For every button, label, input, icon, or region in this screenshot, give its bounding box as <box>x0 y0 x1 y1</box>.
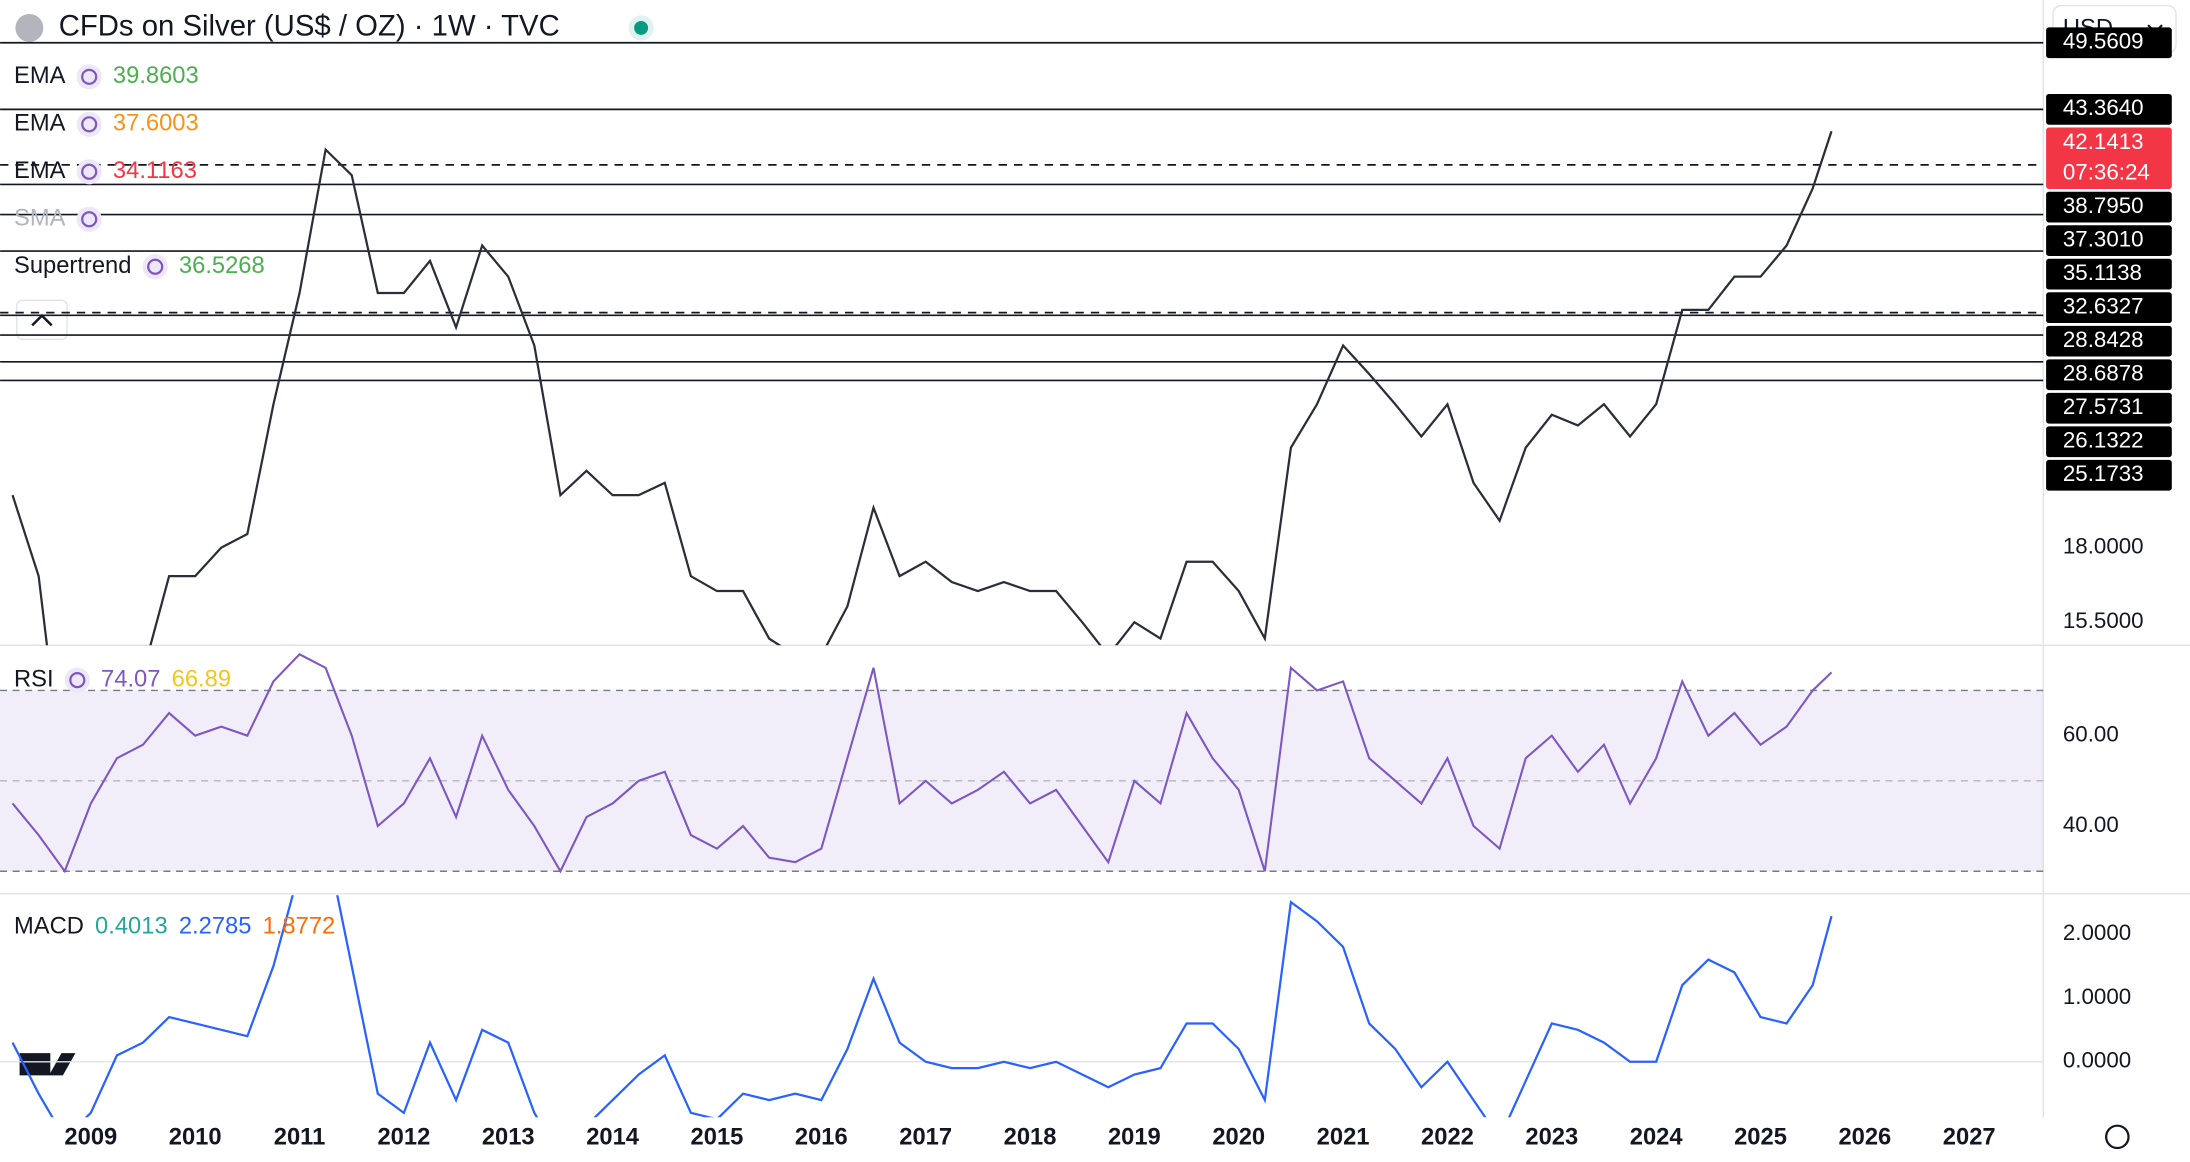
price-level-box <box>2046 392 2172 424</box>
price-level-box <box>2046 191 2172 223</box>
last-price-box <box>2046 127 2172 189</box>
legend-value: 36.5268 <box>179 253 265 279</box>
price-level-label: 43.3640 <box>2063 95 2144 120</box>
rsi-tick-label: 40.00 <box>2063 812 2119 837</box>
indicator-icon <box>76 111 102 137</box>
countdown: 07:36:24 <box>2063 160 2150 185</box>
price-level-box <box>2046 27 2172 59</box>
x-tick-label: 2015 <box>691 1125 744 1151</box>
x-tick-label: 2016 <box>795 1125 848 1151</box>
rsi-pane <box>0 652 2044 874</box>
collapse-button[interactable] <box>16 299 68 341</box>
legend-value: 34.1163 <box>113 158 197 184</box>
x-tick-label: 2014 <box>586 1125 640 1151</box>
indicator-icon-ring <box>147 258 164 275</box>
settings-icon[interactable] <box>2105 1124 2130 1150</box>
price-level-label: 37.3010 <box>2063 227 2144 252</box>
rsi-tick-label: 60.00 <box>2063 722 2119 747</box>
x-tick-label: 2009 <box>64 1125 117 1151</box>
rsi-line <box>11 652 1833 874</box>
legend-name: SMA <box>14 206 66 232</box>
price-level-label: 42.1413 <box>2063 129 2144 154</box>
macd-line <box>11 895 1833 1118</box>
rsi-ma-value: 66.89 <box>172 666 231 692</box>
logo <box>19 1053 76 1076</box>
macd-histogram-value: 0.4013 <box>95 914 168 940</box>
legend-name: EMA <box>14 111 66 137</box>
macd-signal-value: 1.8772 <box>263 914 336 940</box>
legend-name: EMA <box>14 63 66 89</box>
x-tick-label: 2027 <box>1943 1125 1996 1151</box>
macd-name: MACD <box>14 914 84 940</box>
legend-name: EMA <box>14 158 66 184</box>
x-tick-label: 2019 <box>1108 1125 1161 1151</box>
rsi-value: 74.07 <box>101 666 160 692</box>
x-tick-label: 2024 <box>1630 1125 1684 1151</box>
macd-tick-label: 2.0000 <box>2063 920 2131 945</box>
indicator-icon-ring <box>81 211 98 228</box>
symbol-icon <box>15 13 44 42</box>
x-tick-label: 2011 <box>274 1125 326 1151</box>
indicator-icon <box>64 667 90 693</box>
x-tick-label: 2021 <box>1317 1125 1370 1151</box>
indicator-icon <box>142 254 168 280</box>
x-tick-label: 2010 <box>169 1125 222 1151</box>
price-pane <box>0 41 2044 646</box>
market-status <box>634 20 649 35</box>
indicator-icon-ring <box>81 163 98 180</box>
price-line <box>11 130 1833 646</box>
price-level-label: 49.5609 <box>2063 29 2144 54</box>
indicator-icon-ring <box>81 68 98 85</box>
x-tick-label: 2025 <box>1734 1125 1787 1151</box>
indicator-icon <box>76 64 102 90</box>
symbol-title: CFDs on Silver (US$ / OZ) · 1W · TVC <box>59 10 560 43</box>
legend-value: 37.6003 <box>113 111 199 137</box>
x-tick-label: 2020 <box>1212 1125 1265 1151</box>
price-level-label: 35.1138 <box>2063 260 2142 285</box>
price-level-box <box>2046 426 2172 458</box>
price-level-box <box>2046 459 2172 491</box>
x-tick-label: 2022 <box>1421 1125 1474 1151</box>
y-tick-label: 15.5000 <box>2063 608 2144 633</box>
indicator-icon-ring <box>69 672 86 689</box>
price-level-box <box>2046 325 2172 357</box>
x-tick-label: 2013 <box>482 1125 535 1151</box>
macd-pane <box>0 895 2044 1118</box>
x-tick-label: 2018 <box>1004 1125 1057 1151</box>
price-level-label: 28.8428 <box>2063 327 2144 352</box>
indicator-icon-ring <box>81 116 98 133</box>
price-level-label: 28.6878 <box>2063 361 2144 386</box>
legend-name: Supertrend <box>14 253 131 279</box>
price-level-label: 27.5731 <box>2063 394 2144 419</box>
indicator-icon <box>76 206 102 232</box>
price-level-box <box>2046 359 2172 391</box>
y-tick-label: 18.0000 <box>2063 534 2144 559</box>
price-level-box <box>2046 225 2172 256</box>
macd-value: 2.2785 <box>179 914 252 940</box>
price-level-label: 26.1322 <box>2063 428 2144 453</box>
indicator-icon <box>76 159 102 185</box>
price-level-label: 38.7950 <box>2063 193 2144 218</box>
price-level-label: 32.6327 <box>2063 294 2144 319</box>
x-tick-label: 2026 <box>1838 1125 1891 1151</box>
x-tick-label: 2017 <box>899 1125 952 1151</box>
legend-value: 39.8603 <box>113 63 199 89</box>
rsi-name: RSI <box>14 666 54 692</box>
price-level-label: 25.1733 <box>2063 461 2144 486</box>
price-level-box <box>2046 93 2172 125</box>
x-tick-label: 2012 <box>377 1125 430 1151</box>
price-level-box <box>2046 292 2172 324</box>
price-level-box <box>2046 258 2172 290</box>
macd-tick-label: 0.0000 <box>2063 1048 2131 1073</box>
x-tick-label: 2023 <box>1525 1125 1578 1151</box>
macd-tick-label: 1.0000 <box>2063 984 2131 1009</box>
